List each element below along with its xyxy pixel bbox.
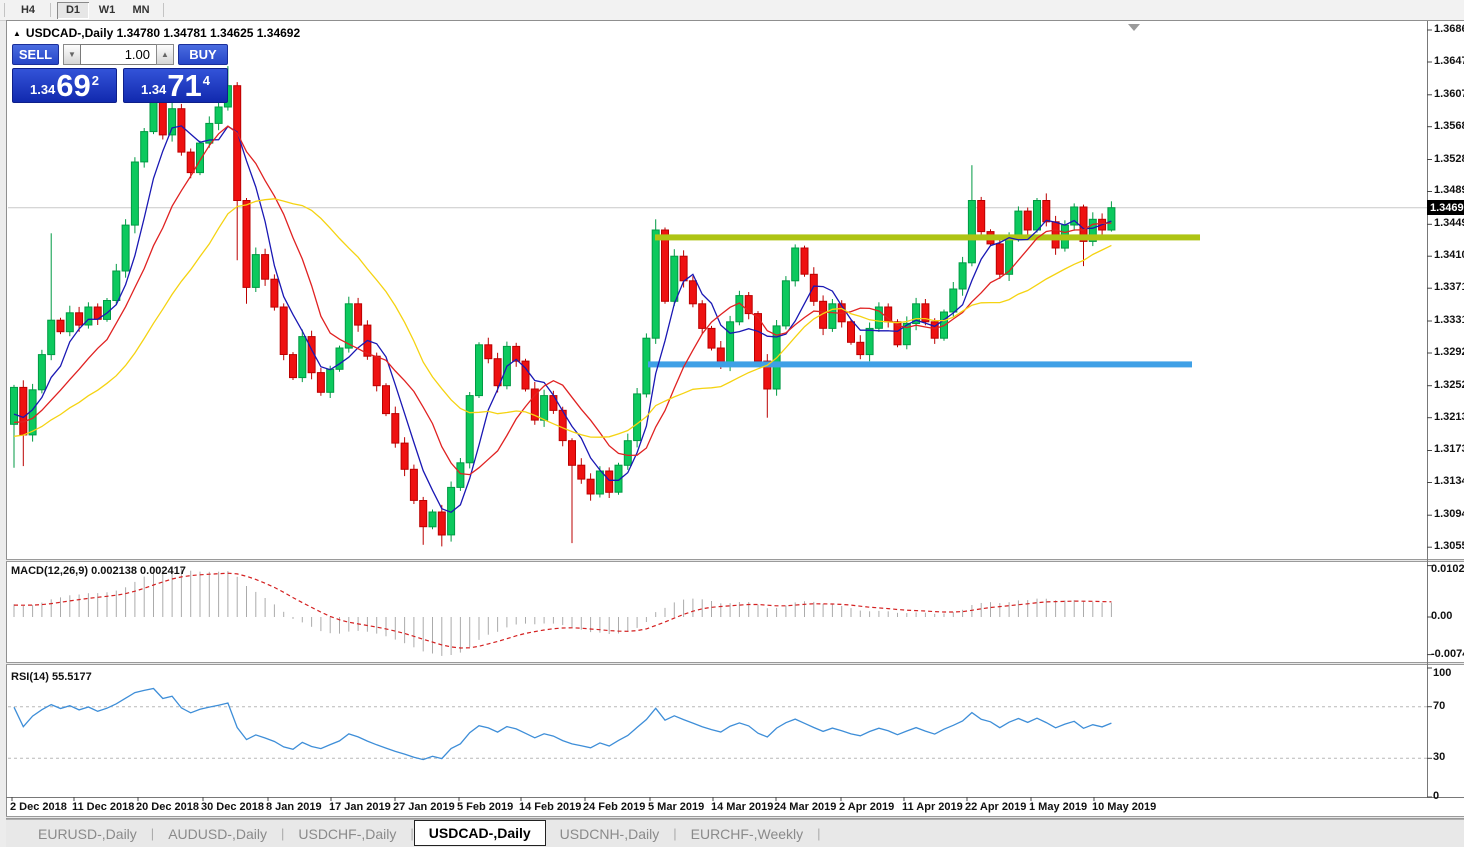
buy-price-sup: 4 xyxy=(202,73,211,88)
date-axis-line xyxy=(6,797,1464,798)
toolbar-separator xyxy=(50,3,51,17)
chart-tab-eurusddaily[interactable]: EURUSD-,Daily xyxy=(38,825,137,842)
timeframe-button-D1[interactable]: D1 xyxy=(57,1,89,19)
volume-input[interactable] xyxy=(80,44,157,65)
chart-tab-audusddaily[interactable]: AUDUSD-,Daily xyxy=(168,825,267,842)
macd-axis-label: 0.010229 xyxy=(1431,563,1464,575)
price-axis-label: 1.35280 xyxy=(1434,152,1464,165)
macd-axis-label: -0.007477 xyxy=(1431,647,1464,660)
price-axis-label: 1.34890 xyxy=(1434,184,1464,197)
chart-tab-usdchfdaily[interactable]: USDCHF-,Daily xyxy=(298,825,397,842)
chart-symbol: USDCAD-,Daily xyxy=(25,26,114,40)
chevron-down-icon: ▼ xyxy=(68,50,76,59)
date-axis-label: 11 Apr 2019 xyxy=(902,801,963,813)
current-price-badge: 1.34692 xyxy=(1427,200,1464,215)
date-axis-label: 20 Dec 2018 xyxy=(136,801,199,813)
chart-ohlc: 1.34780 1.34781 1.34625 1.34692 xyxy=(116,26,301,40)
collapse-icon[interactable]: ▲ xyxy=(13,29,21,38)
chart-tab-usdcnhdaily[interactable]: USDCNH-,Daily xyxy=(559,825,660,842)
date-axis-label: 11 Dec 2018 xyxy=(72,801,135,813)
chart-window xyxy=(6,20,1464,847)
price-axis-label: 1.31730 xyxy=(1434,443,1464,456)
chart-title: ▲ USDCAD-,Daily 1.34780 1.34781 1.34625 1… xyxy=(13,26,300,40)
date-axis-label: 10 May 2019 xyxy=(1092,801,1157,813)
sell-price-big: 69 xyxy=(56,68,91,103)
toolbar-separator xyxy=(163,3,164,17)
volume-increase-button[interactable]: ▲ xyxy=(156,44,174,65)
rsi-label: RSI(14) 55.5177 xyxy=(11,671,92,683)
chart-tab-eurchfweekly[interactable]: EURCHF-,Weekly xyxy=(690,825,804,842)
rsi-axis-label: 70 xyxy=(1433,699,1446,712)
macd-axis-label: 0.00 xyxy=(1431,610,1453,622)
price-axis-label: 1.32520 xyxy=(1434,378,1464,391)
rsi-axis-label: 0 xyxy=(1433,790,1440,802)
price-axis-label: 1.36070 xyxy=(1434,87,1464,100)
buy-button[interactable]: BUY xyxy=(178,44,228,65)
price-axis-label: 1.35680 xyxy=(1434,119,1464,132)
date-axis-label: 30 Dec 2018 xyxy=(201,801,264,813)
date-axis-label: 2 Dec 2018 xyxy=(10,801,67,813)
price-axis-label: 1.34100 xyxy=(1434,249,1464,262)
buy-price-box[interactable]: 1.34 71 4 xyxy=(123,68,228,103)
date-axis-label: 2 Apr 2019 xyxy=(839,801,895,813)
tab-separator: | xyxy=(150,826,155,841)
price-axis-label: 1.32130 xyxy=(1434,410,1464,423)
tab-separator: | xyxy=(673,826,677,841)
tab-separator: | xyxy=(280,826,285,841)
price-axis-label: 1.34490 xyxy=(1434,217,1464,230)
timeframe-button-H4[interactable]: H4 xyxy=(20,4,36,16)
date-axis-label: 24 Mar 2019 xyxy=(774,801,837,813)
panel-separator-macd[interactable] xyxy=(6,559,1464,562)
date-axis-label: 14 Feb 2019 xyxy=(519,801,582,813)
price-axis-label: 1.33710 xyxy=(1434,281,1464,294)
tab-separator: | xyxy=(410,826,414,841)
sell-button[interactable]: SELL xyxy=(12,44,59,65)
price-axis-label: 1.36860 xyxy=(1434,23,1464,35)
panel-separator-rsi[interactable] xyxy=(6,662,1464,665)
one-click-trading-panel: SELL ▼ ▲ BUY 1.34 69 2 1.34 71 4 xyxy=(12,44,228,103)
buy-price-big: 71 xyxy=(167,68,202,103)
volume-decrease-button[interactable]: ▼ xyxy=(63,44,81,65)
macd-label: MACD(12,26,9) 0.002138 0.002417 xyxy=(11,565,186,577)
timeframe-toolbar: H4 D1 W1 MN xyxy=(0,0,1464,21)
price-axis-line xyxy=(1427,21,1428,797)
chart-tab-bar: EURUSD-,Daily | AUDUSD-,Daily | USDCHF-,Dail… xyxy=(6,819,1464,847)
date-axis-label: 5 Feb 2019 xyxy=(457,801,514,813)
toolbar-grip xyxy=(4,3,5,17)
price-axis-label: 1.30550 xyxy=(1434,540,1464,553)
timeframe-button-MN[interactable]: MN xyxy=(132,4,150,16)
date-axis-label: 22 Apr 2019 xyxy=(965,801,1027,813)
date-axis-label: 14 Mar 2019 xyxy=(711,801,774,813)
date-axis-label: 5 Mar 2019 xyxy=(648,801,705,813)
chart-tab-usdcaddaily[interactable]: USDCAD-,Daily xyxy=(413,819,546,846)
price-axis-label: 1.31340 xyxy=(1434,475,1464,488)
chart-shift-marker-icon[interactable] xyxy=(1128,24,1140,31)
panel-separator-bottom xyxy=(6,816,1464,819)
date-axis-label: 1 May 2019 xyxy=(1029,801,1088,813)
buy-price-prefix: 1.34 xyxy=(140,82,167,97)
price-axis-label: 1.33310 xyxy=(1434,313,1464,326)
date-axis-label: 8 Jan 2019 xyxy=(266,801,322,813)
price-axis-label: 1.36470 xyxy=(1434,54,1464,67)
sell-price-sup: 2 xyxy=(91,73,100,88)
chevron-up-icon: ▲ xyxy=(161,50,169,59)
timeframe-button-W1[interactable]: W1 xyxy=(98,4,116,16)
date-axis-label: 17 Jan 2019 xyxy=(329,801,391,813)
tab-separator: | xyxy=(817,826,821,841)
date-axis-label: 24 Feb 2019 xyxy=(583,801,646,813)
price-axis-label: 1.32920 xyxy=(1434,345,1464,358)
sell-price-box[interactable]: 1.34 69 2 xyxy=(12,68,117,103)
rsi-axis-label: 30 xyxy=(1433,751,1446,764)
sell-price-prefix: 1.34 xyxy=(29,82,56,97)
price-axis-label: 1.30940 xyxy=(1434,508,1464,521)
rsi-axis-label: 100 xyxy=(1433,667,1452,679)
date-axis-label: 27 Jan 2019 xyxy=(393,801,455,813)
